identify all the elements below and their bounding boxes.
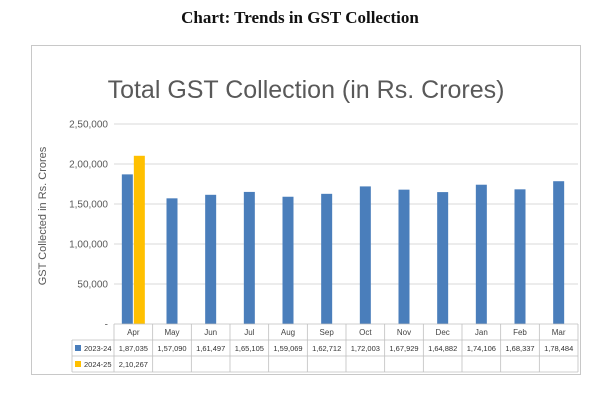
bar-2023-24-Jul [243, 191, 255, 324]
x-tick-label: May [164, 328, 179, 337]
y-tick-label: - [105, 320, 108, 331]
y-tick-label: 2,00,000 [69, 160, 108, 171]
data-label: 1,87,035 [119, 344, 148, 353]
x-tick-label: Oct [359, 328, 372, 337]
data-label: 1,74,106 [467, 344, 496, 353]
data-label: 1,57,090 [157, 344, 186, 353]
bar-2023-24-May [166, 198, 178, 324]
bar-2023-24-Oct [359, 186, 371, 324]
data-label: 1,59,069 [273, 344, 302, 353]
x-tick-label: Jul [244, 328, 254, 337]
gridlines [114, 123, 578, 285]
bars [121, 155, 565, 324]
gst-bar-chart: Total GST Collection (in Rs. Crores) - 50… [37, 76, 579, 373]
bar-2023-24-Jun [205, 194, 217, 324]
y-tick-label: 1,00,000 [69, 240, 108, 251]
legend-label: 2024-25 [84, 360, 112, 369]
y-tick-label: 1,50,000 [69, 200, 108, 211]
x-tick-label: Nov [397, 328, 411, 337]
bar-2023-24-Sep [321, 193, 333, 324]
chart-title: Total GST Collection (in Rs. Crores) [108, 76, 505, 104]
data-label: 1,72,003 [351, 344, 380, 353]
data-label: 1,67,929 [389, 344, 418, 353]
legend-swatch-2023-24 [75, 345, 81, 351]
legend-swatch-2024-25 [75, 361, 81, 367]
x-tick-label: Feb [513, 328, 527, 337]
data-label: 1,68,337 [505, 344, 534, 353]
y-axis-label: GST Collected in Rs. Crores [37, 146, 49, 285]
bar-2023-24-Jan [475, 184, 487, 324]
x-tick-label: Sep [320, 328, 335, 337]
data-label: 2,10,267 [119, 360, 148, 369]
chart-frame: Total GST Collection (in Rs. Crores) - 50… [31, 45, 581, 375]
x-tick-label: Jan [475, 328, 488, 337]
y-tick-label: 50,000 [77, 280, 108, 291]
legend-label: 2023-24 [84, 344, 112, 353]
x-tick-label: Dec [436, 328, 450, 337]
y-tick-label: 2,50,000 [69, 120, 108, 131]
page-caption: Chart: Trends in GST Collection [181, 8, 419, 27]
data-label: 1,61,497 [196, 344, 225, 353]
bar-2024-25-Apr [133, 155, 145, 324]
bar-2023-24-Mar [553, 181, 565, 324]
x-tick-label: Jun [204, 328, 217, 337]
bar-2023-24-Feb [514, 189, 526, 324]
x-tick-label: Mar [552, 328, 566, 337]
x-tick-label: Aug [281, 328, 295, 337]
data-label: 1,78,484 [544, 344, 573, 353]
data-label: 1,64,882 [428, 344, 457, 353]
data-table: Apr May Jun Jul Aug Sep Oct Nov Dec Jan Feb Mar 2023… [71, 323, 579, 373]
bar-2023-24-Aug [282, 196, 294, 324]
y-axis-ticks: - 50,000 1,00,000 1,50,000 2,00,000 2,50,000 [69, 120, 108, 331]
x-tick-label: Apr [127, 328, 140, 337]
bar-2023-24-Apr [121, 174, 133, 324]
data-label: 1,62,712 [312, 344, 341, 353]
bar-2023-24-Nov [398, 189, 410, 324]
data-label: 1,65,105 [235, 344, 264, 353]
bar-2023-24-Dec [437, 192, 449, 324]
